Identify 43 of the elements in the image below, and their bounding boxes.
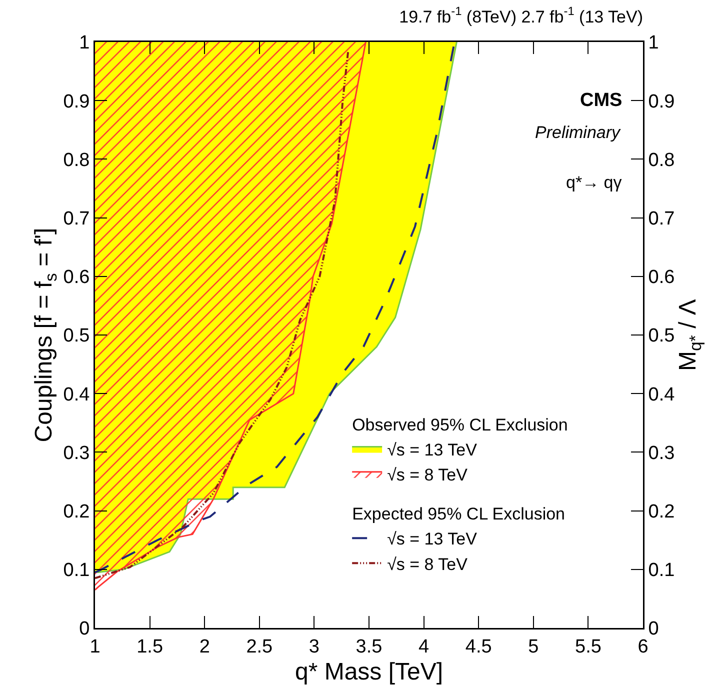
y2-tick-label: 0.8: [648, 150, 675, 171]
y-tick-label: 0.7: [63, 208, 90, 230]
x-tick-label: 2.5: [246, 636, 273, 658]
y-tick-label: 0: [79, 618, 90, 640]
annotation: CMS: [580, 90, 622, 111]
annotation: Observed 95% CL Exclusion: [352, 415, 568, 434]
y-tick-label: 0.2: [63, 501, 90, 522]
x-tick-label: 2: [199, 636, 210, 658]
y-tick-label: 1: [79, 32, 90, 54]
legend-label: √s = 8 TeV: [387, 466, 468, 484]
y-tick-label: 0.9: [63, 91, 90, 112]
y2-tick-label: 0: [648, 618, 659, 640]
x-tick-label: 5.5: [574, 636, 602, 658]
y-tick-label: 0.3: [63, 442, 90, 464]
y-tick-label: 0.8: [63, 150, 90, 171]
y2-tick-label: 0.5: [648, 326, 675, 347]
x-tick-label: 4: [418, 636, 430, 658]
x-tick-label: 4.5: [465, 636, 492, 658]
annotation: q*→ qγ: [566, 173, 622, 192]
y-tick-label: 0.6: [63, 267, 90, 288]
y2-tick-label: 0.9: [648, 91, 675, 112]
x-tick-label: 3: [308, 636, 320, 658]
y2-tick-label: 0.1: [648, 560, 675, 582]
y2-tick-label: 1: [648, 32, 659, 54]
x-tick-label: 1.5: [136, 636, 164, 658]
x-tick-label: 3.5: [356, 636, 382, 658]
annotation: Expected 95% CL Exclusion: [352, 504, 566, 524]
legend-label: √s = 13 TeV: [387, 440, 478, 460]
y2-tick-label: 0.4: [648, 384, 676, 406]
annotation: Preliminary: [535, 123, 622, 142]
y-tick-label: 0.4: [63, 384, 90, 406]
legend-label: √s = 13 TeV: [387, 530, 478, 549]
legend-label: √s = 8 TeV: [387, 554, 468, 574]
y2-tick-label: 0.2: [648, 501, 675, 522]
x-tick-label: 5: [528, 636, 539, 658]
x-tick-label: 6: [638, 636, 648, 658]
y2-tick-label: 0.6: [648, 267, 675, 288]
y2-tick-label: 0.3: [648, 442, 675, 464]
y2-tick-label: 0.7: [648, 208, 675, 230]
y-tick-label: 0.1: [63, 560, 90, 582]
x-axis-title: q* Mass [TeV]: [294, 658, 444, 686]
chart-title: 19.7 fb$^{-1}$ (8TeV) 2.7 fb$^{-1}$ (13 TeV): [399, 4, 643, 26]
y-tick-label: 0.5: [63, 326, 90, 347]
